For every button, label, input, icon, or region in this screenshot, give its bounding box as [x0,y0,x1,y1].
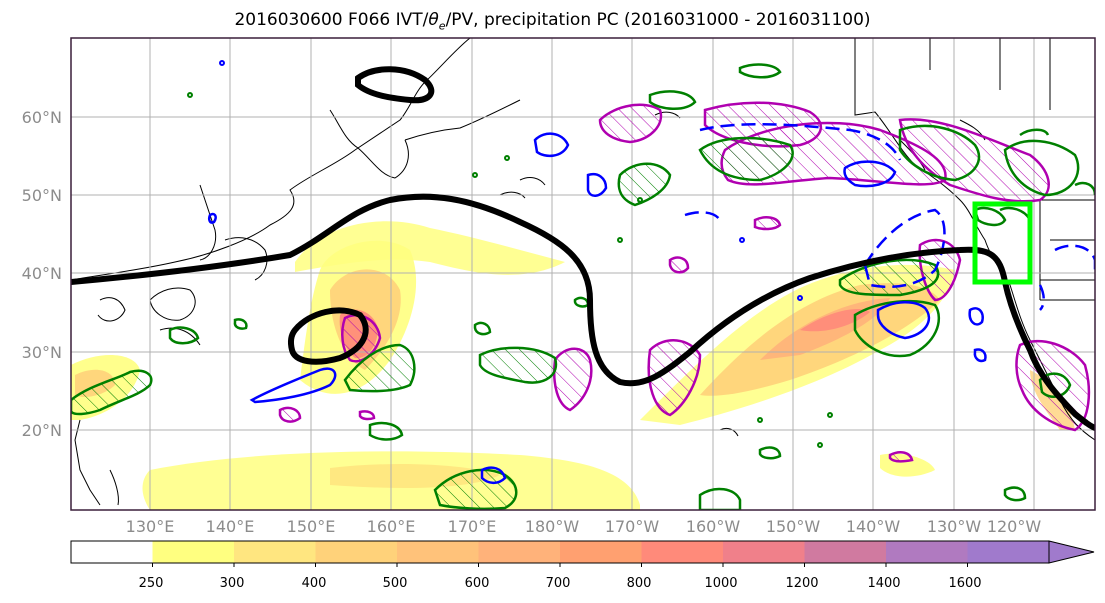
lon-label-120w: 120°W [987,517,1042,536]
cb-tick-600: 600 [465,576,490,591]
colorbar-segment [315,541,398,563]
lon-label-180w: 180°W [525,517,580,536]
positive-anomaly-contours [71,63,1095,510]
longitude-labels: 130°E 140°E 150°E 160°E 170°E 180°W 170°… [126,517,1042,536]
cb-tick-700: 700 [546,576,571,591]
cb-tick-500: 500 [383,576,408,591]
target-region-box [972,201,1033,285]
lon-label-130e: 130°E [126,517,175,536]
cb-tick-1600: 1600 [948,576,981,591]
lon-label-160e: 160°E [367,517,416,536]
cb-tick-800: 800 [627,576,652,591]
colorbar-extend-arrow [1048,540,1095,564]
lon-label-140e: 140°E [206,517,255,536]
lon-label-170e: 170°E [448,517,497,536]
colorbar-segment [560,541,642,563]
lat-label-30n: 30°N [22,343,62,362]
colorbar-segment [967,541,1050,563]
small-blue-blobs [219,60,803,301]
colorbar-segment [397,541,479,563]
lon-label-150w: 150°W [766,517,821,536]
cb-tick-1400: 1400 [867,576,900,591]
lon-label-130w: 130°W [927,517,982,536]
colorbar-segment [71,541,153,563]
lon-label-170w: 170°W [605,517,660,536]
lat-label-60n: 60°N [22,108,62,127]
colorbar-segment [152,541,235,563]
pv-contour [71,66,1095,431]
colorbar-tick-labels: 250 300 400 500 600 700 800 1000 1200 14… [139,576,982,591]
lat-label-40n: 40°N [22,264,62,283]
lon-label-140w: 140°W [846,517,901,536]
cb-tick-300: 300 [220,576,245,591]
cb-tick-1200: 1200 [785,576,818,591]
map-title: 2016030600 F066 IVT/θe/PV, precipitation… [234,10,871,33]
lon-label-160w: 160°W [686,517,741,536]
colorbar-segment [234,541,316,563]
colorbar-segment [478,541,561,563]
small-contour-blobs [187,92,833,448]
colorbar-segment [641,541,724,563]
latitude-labels: 60°N 50°N 40°N 30°N 20°N [22,108,62,440]
lat-label-20n: 20°N [22,421,62,440]
colorbar-segment [886,541,968,563]
cb-tick-250: 250 [139,576,164,591]
colorbar [70,540,1095,567]
cb-tick-400: 400 [302,576,327,591]
lat-label-50n: 50°N [22,186,62,205]
cb-tick-1000: 1000 [704,576,737,591]
negative-anomaly-contours [207,123,1095,485]
map-border [70,37,1096,511]
colorbar-segment [723,541,805,563]
lon-label-150e: 150°E [287,517,336,536]
colorbar-segment [804,541,887,563]
